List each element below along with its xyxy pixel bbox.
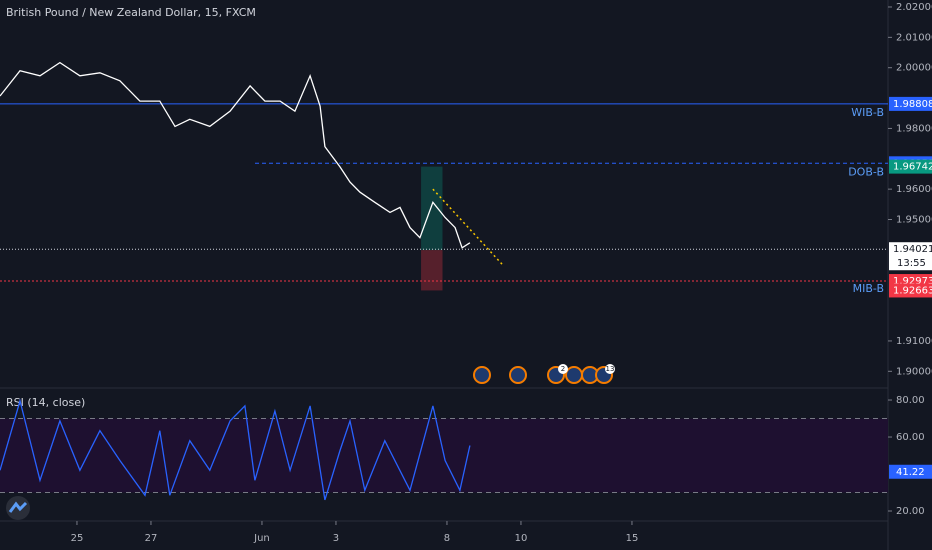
y-tick-label: 80.00 bbox=[896, 395, 925, 406]
x-tick-label: 3 bbox=[333, 533, 339, 544]
event-badge-label: 2 bbox=[561, 365, 565, 373]
x-tick-label: 8 bbox=[444, 533, 450, 544]
price-tag-label: 1.96742 bbox=[893, 162, 932, 173]
trend-line bbox=[432, 188, 504, 266]
loss-zone bbox=[421, 250, 443, 291]
y-tick-label: 1.95000 bbox=[896, 215, 932, 226]
event-icon bbox=[565, 366, 583, 384]
event-icon bbox=[509, 366, 527, 384]
event-icon bbox=[473, 366, 491, 384]
x-tick-label: Jun bbox=[253, 533, 270, 544]
countdown: 13:55 bbox=[897, 258, 926, 269]
rsi-value-tag bbox=[889, 464, 932, 479]
rsi-line bbox=[0, 398, 471, 501]
x-tick-label: 10 bbox=[515, 533, 528, 544]
price-tag-label: 1.98808 bbox=[893, 99, 932, 110]
y-tick-label: 1.98000 bbox=[896, 123, 932, 134]
last-price-label: 1.94021 bbox=[893, 244, 932, 255]
y-tick-label: 2.01000 bbox=[896, 32, 932, 43]
level-name: WIB-B bbox=[851, 106, 884, 119]
rsi-value-label: 41.22 bbox=[896, 467, 925, 478]
price-line bbox=[0, 61, 471, 249]
y-tick-label: 60.00 bbox=[896, 432, 925, 443]
last-price-tag bbox=[889, 242, 932, 271]
logo bbox=[6, 496, 30, 520]
chart-title: British Pound / New Zealand Dollar, 15, … bbox=[6, 6, 256, 19]
y-tick-label: 20.00 bbox=[896, 506, 925, 517]
price-tag bbox=[889, 283, 932, 298]
price-tag-label: 1.92663 bbox=[893, 285, 932, 296]
profit-zone bbox=[421, 166, 443, 251]
level-name: DOB-B bbox=[848, 165, 884, 178]
level-name: MIB-B bbox=[853, 282, 884, 295]
x-tick-label: 15 bbox=[626, 533, 639, 544]
event-badge-label: 13 bbox=[606, 365, 615, 373]
event-badge bbox=[605, 364, 615, 374]
y-tick-label: 2.02000 bbox=[896, 2, 932, 13]
x-tick-label: 25 bbox=[71, 533, 84, 544]
y-tick-label: 1.90000 bbox=[896, 366, 932, 377]
y-tick-label: 1.96000 bbox=[896, 184, 932, 195]
x-tick-label: 27 bbox=[145, 533, 158, 544]
price-tag bbox=[889, 159, 932, 174]
price-tag-label: 1.92973 bbox=[893, 276, 932, 287]
price-tag bbox=[889, 96, 932, 111]
rsi-title: RSI (14, close) bbox=[6, 396, 85, 409]
event-badge bbox=[558, 364, 568, 374]
y-tick-label: 2.00000 bbox=[896, 63, 932, 74]
y-tick-label: 1.91000 bbox=[896, 336, 932, 347]
